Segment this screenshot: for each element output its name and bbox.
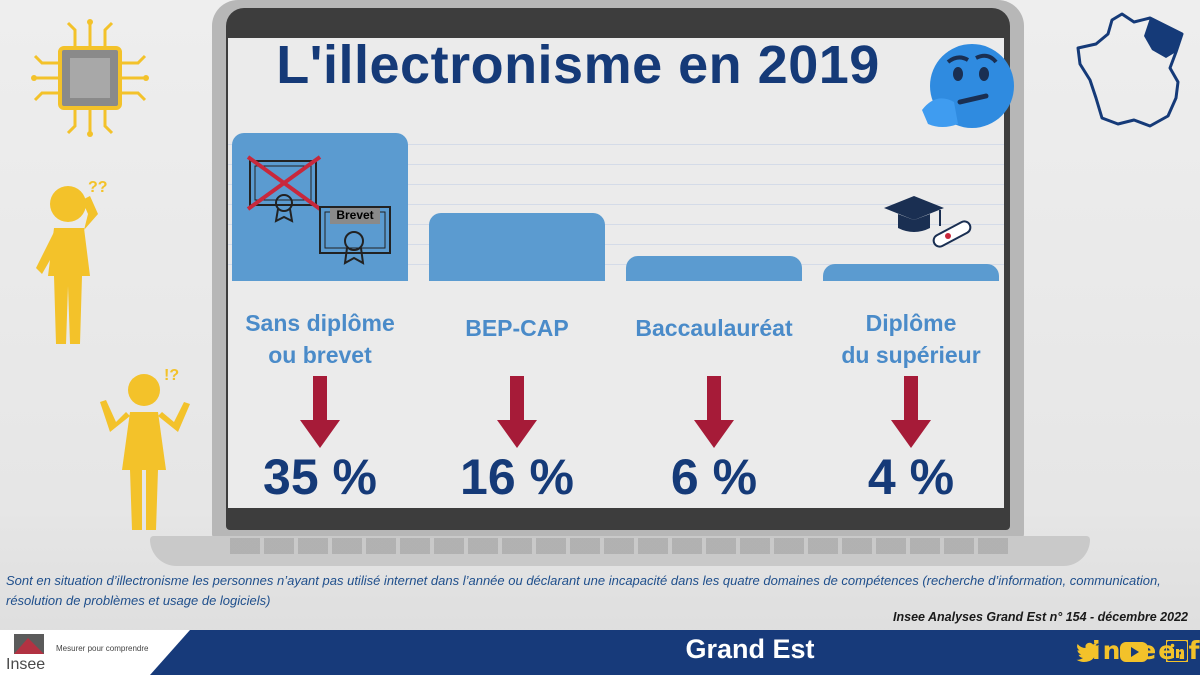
down-arrow-icon xyxy=(497,376,537,448)
grid-line xyxy=(228,184,1004,185)
svg-text:??: ?? xyxy=(88,179,108,196)
france-map-icon xyxy=(1076,12,1184,128)
grid-line xyxy=(228,164,1004,165)
confused-man-icon: ?? xyxy=(36,179,108,344)
confused-woman-icon: !? xyxy=(100,367,190,530)
chart-title: L'illectronisme en 2019 xyxy=(276,35,880,95)
bar-3 xyxy=(626,255,802,281)
category-label: BEP-CAP xyxy=(465,315,569,341)
down-arrow-icon xyxy=(694,376,734,448)
category-label: Diplôme du supérieur xyxy=(841,310,981,368)
twitter-icon[interactable] xyxy=(1076,642,1100,662)
bar-4 xyxy=(823,264,999,281)
thinking-face-icon xyxy=(922,44,1014,128)
footer-banner: Grand Est insee.fr xyxy=(150,630,1200,675)
down-arrow-icon xyxy=(891,376,931,448)
diploma-label: Brevet xyxy=(336,208,374,222)
grid-line xyxy=(228,144,1004,145)
value-label: 35 % xyxy=(263,449,377,505)
footnote: Sont en situation d’illectronisme les pe… xyxy=(6,573,1161,608)
insee-logo-icon xyxy=(14,634,44,654)
microchip-icon xyxy=(31,19,149,137)
grid-line xyxy=(228,244,1004,245)
insee-tagline: Mesurer pour comprendre xyxy=(56,644,149,653)
category-label: Sans diplôme ou brevet xyxy=(245,310,395,368)
region-name: Grand Est xyxy=(685,634,815,664)
down-arrow-icon xyxy=(300,376,340,448)
youtube-icon[interactable] xyxy=(1120,642,1148,662)
insee-logo-text: Insee xyxy=(6,656,46,673)
grid-line xyxy=(228,204,1004,205)
source-citation: Insee Analyses Grand Est n° 154 - décemb… xyxy=(893,610,1188,624)
category-label: Baccaulauréat xyxy=(635,315,793,341)
svg-text:!?: !? xyxy=(164,367,179,384)
value-label: 16 % xyxy=(460,449,574,505)
grid-line xyxy=(228,264,1004,265)
grid-line xyxy=(228,224,1004,225)
value-label: 4 % xyxy=(867,449,955,505)
footer: Insee Mesurer pour comprendre Grand Est … xyxy=(0,630,1200,675)
bar-2 xyxy=(429,213,605,281)
graduation-cap-icon xyxy=(884,196,972,248)
value-label: 6 % xyxy=(670,449,758,505)
laptop-keyboard xyxy=(230,538,1010,554)
linkedin-icon[interactable] xyxy=(1166,640,1188,662)
diploma-crossed-icon xyxy=(246,155,391,265)
